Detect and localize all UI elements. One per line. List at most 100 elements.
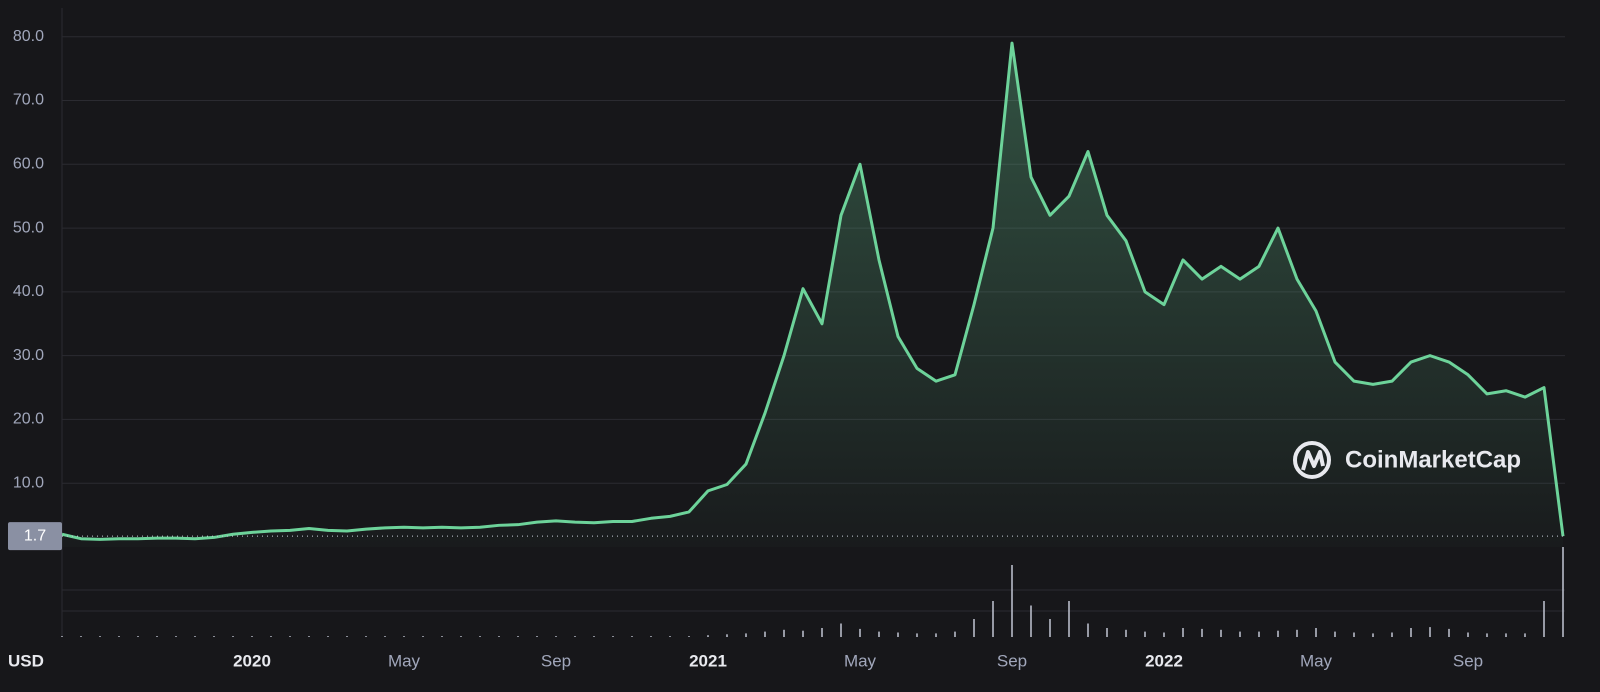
y-tick-label: 40.0 [13,283,44,300]
volume-bar [194,636,196,637]
volume-bar [1106,628,1108,637]
volume-bar [61,636,63,637]
volume-bar [1068,601,1070,637]
volume-bar [631,636,633,637]
volume-bar [1277,630,1279,637]
volume-bar [1125,629,1127,637]
volume-bar [517,636,519,637]
volume-bar [764,631,766,637]
unit-label: USD [8,651,44,670]
volume-bar [1486,633,1488,637]
volume-bar [365,636,367,637]
volume-bar [1182,628,1184,637]
volume-bar [859,628,861,637]
volume-bar [992,601,994,637]
volume-bar [1543,601,1545,637]
volume-bar [669,636,671,637]
volume-bar [726,634,728,637]
watermark: CoinMarketCap [1293,441,1521,479]
volume-bar [118,636,120,637]
volume-bar [422,636,424,637]
volume-bar [574,636,576,637]
volume-bar [232,636,234,637]
volume-bar [840,623,842,637]
volume-bar [441,636,443,637]
y-tick-label: 30.0 [13,347,44,364]
volume-bar [1315,628,1317,637]
volume-bar [1448,628,1450,637]
volume-bar [1049,619,1051,637]
y-tick-label: 80.0 [13,28,44,45]
volume-bar [916,633,918,637]
volume-bar [460,636,462,637]
volume-bar [80,636,82,637]
volume-bar [1334,631,1336,637]
volume-bar [498,636,500,637]
x-tick-label: May [388,651,421,670]
y-tick-label: 60.0 [13,155,44,172]
volume-bar [403,636,405,637]
volume-bar [384,636,386,637]
volume-bar [745,633,747,637]
volume-bar [99,636,101,637]
current-price-box [8,522,62,551]
volume-bar [1144,631,1146,637]
volume-bar [156,636,158,637]
volume-bar [213,636,215,637]
volume-bar [1410,628,1412,637]
volume-bar [270,636,272,637]
volume-bar [1239,631,1241,637]
volume-bar [555,636,557,637]
volume-bar [954,631,956,637]
volume-bar [251,636,253,637]
current-price-label: 1.7 [24,527,46,544]
x-tick-label: Sep [997,651,1027,670]
volume-bar [1087,623,1089,637]
x-tick-label: 2022 [1145,651,1183,670]
volume-bar [1391,632,1393,637]
x-tick-label: 2020 [233,651,271,670]
volume-bar [479,636,481,637]
x-tick-label: Sep [541,651,571,670]
volume-bar [1524,633,1526,637]
volume-bar [346,636,348,637]
volume-bar [1372,633,1374,637]
volume-bar [783,629,785,637]
price-line [61,41,1565,541]
y-tick-label: 20.0 [13,411,44,428]
x-tick-label: May [1300,651,1333,670]
volume-bar [1163,632,1165,637]
volume-bar [1562,547,1564,637]
volume-bar [821,628,823,637]
volume-bar [1296,629,1298,637]
volume-bar [650,636,652,637]
y-tick-label: 10.0 [13,474,44,491]
volume-bar [175,636,177,637]
volume-bar [1011,565,1013,637]
volume-bar [1467,632,1469,637]
volume-bar [1201,628,1203,637]
volume-bar [802,630,804,637]
volume-bar [1353,632,1355,637]
volume-bar [137,636,139,637]
volume-bar [1258,631,1260,637]
volume-bar [536,636,538,637]
volume-bar [612,636,614,637]
volume-bar [897,632,899,637]
volume-bar [593,636,595,637]
y-tick-label: 70.0 [13,92,44,109]
price-area [62,43,1563,548]
volume-bar [327,636,329,637]
x-tick-label: May [844,651,877,670]
volume-bar [1505,633,1507,637]
volume-bar [878,631,880,637]
volume-bar [308,636,310,637]
y-tick-label: 50.0 [13,219,44,236]
x-tick-label: 2021 [689,651,727,670]
volume-bar [688,636,690,637]
volume-bar [289,636,291,637]
watermark-text: CoinMarketCap [1345,446,1521,473]
volume-bar [973,619,975,637]
volume-bar [1429,627,1431,637]
